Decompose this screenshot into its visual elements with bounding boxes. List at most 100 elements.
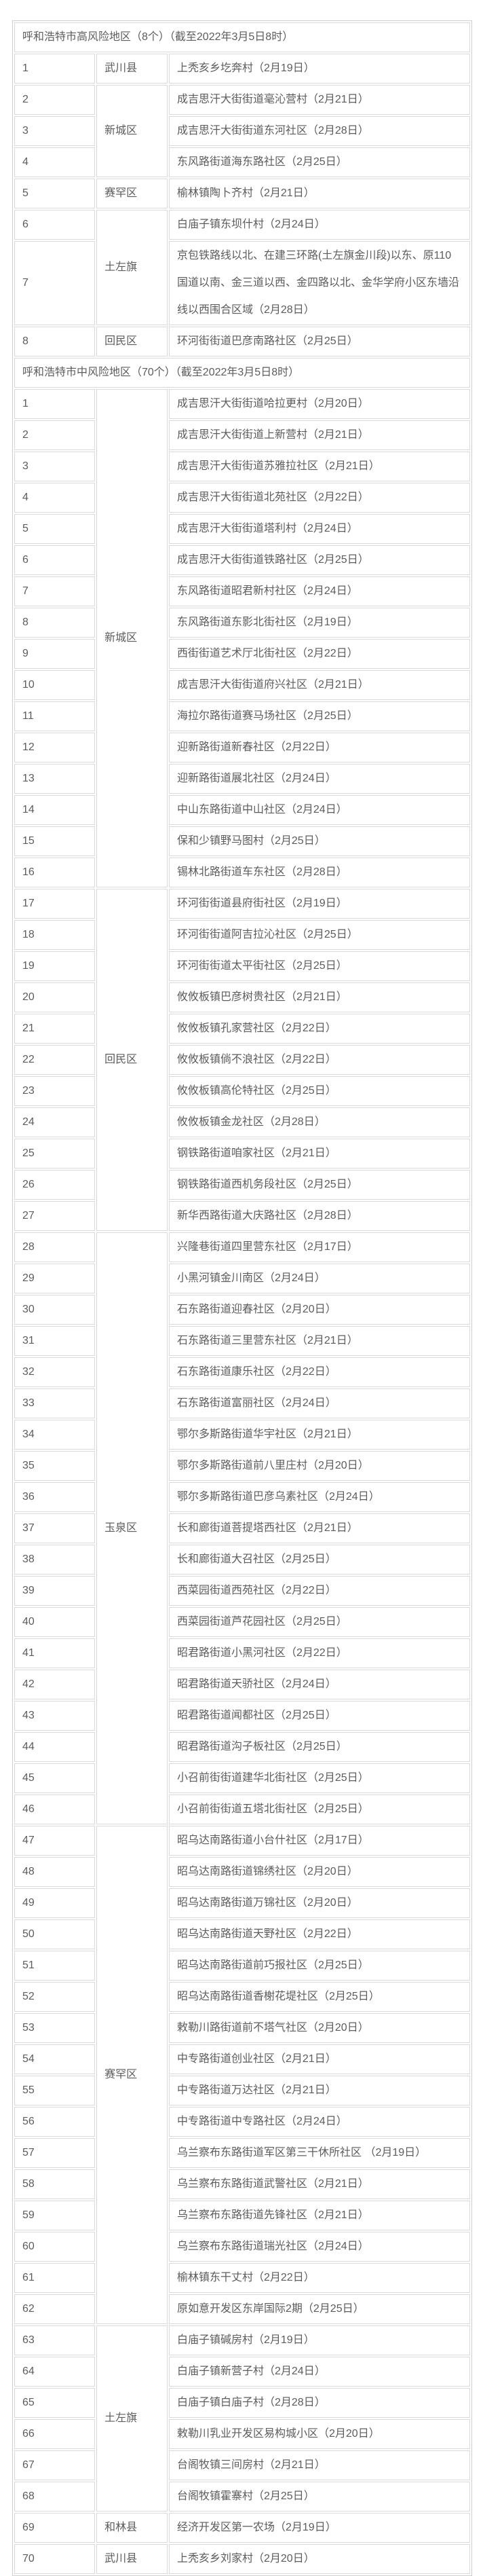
table-row: 8 东风路街道东影北街社区（2月19日） [14,608,470,638]
area-cell: 鄂尔多斯路街道前八里庄村（2月20日） [169,1451,470,1481]
row-number-cell: 38 [14,1545,96,1575]
area-cell: 乌兰察布东路街道先锋社区（2月21日） [169,2201,470,2230]
row-number-cell: 19 [14,951,96,981]
table-row: 53 敕勒川路街道前不塔气社区（2月20日） [14,2013,470,2043]
table-row: 43 昭君路街道闻都社区（2月25日） [14,1701,470,1731]
row-number-cell: 66 [14,2419,96,2449]
table-row: 39 西菜园街道西苑社区（2月22日） [14,1576,470,1606]
row-number-cell: 47 [14,1826,96,1856]
area-cell: 石东路街道三里营东社区（2月21日） [169,1326,470,1356]
row-number-cell: 8 [14,327,96,356]
row-number-cell: 3 [14,452,96,481]
row-number-cell: 6 [14,545,96,575]
area-cell: 昭乌达南路街道前巧报社区（2月25日） [169,1951,470,1981]
area-cell: 长和廊街道菩提塔西社区（2月21日） [169,1513,470,1543]
table-row: 34 鄂尔多斯路街道华宇社区（2月21日） [14,1420,470,1450]
area-cell: 环河街街道巴彦南路社区（2月25日） [169,327,470,356]
row-number-cell: 2 [14,85,96,115]
row-number-cell: 20 [14,982,96,1012]
row-number-cell: 40 [14,1607,96,1637]
area-cell: 榆林镇东干丈村（2月22日） [169,2263,470,2293]
row-number-cell: 45 [14,1763,96,1793]
row-number-cell: 65 [14,2388,96,2418]
area-cell: 昭君路街道小黑河社区（2月22日） [169,1638,470,1668]
table-row: 66 敕勒川乳业开发区易构城小区（2月20日） [14,2419,470,2449]
row-number-cell: 36 [14,1482,96,1512]
district-cell: 武川县 [96,54,168,84]
table-row: 6 土左旗 白庙子镇东坝什村（2月24日） [14,210,470,325]
table-row: 35 鄂尔多斯路街道前八里庄村（2月20日） [14,1451,470,1481]
area-cell: 中山东路街道中山社区（2月24日） [169,795,470,825]
table-row: 33 石东路街道富丽社区（2月24日） [14,1388,470,1418]
table-row: 63 土左旗 白庙子镇碱房村（2月19日） [14,2325,470,2511]
district-cell: 赛罕区 [96,179,168,208]
table-row: 22 攸攸板镇倘不浪社区（2月22日） [14,1045,470,1075]
row-number-cell: 34 [14,1420,96,1450]
area-cell: 乌兰察布东路街道武警社区（2月21日） [169,2169,470,2199]
area-cell: 昭乌达南路街道天野社区（2月22日） [169,1919,470,1949]
table-row: 7 东风路街道昭君新村社区（2月24日） [14,576,470,606]
district-cell: 土左旗 [96,2325,168,2511]
area-cell: 成吉思汗大街街道苏雅拉社区（2月21日） [169,452,470,481]
row-number-cell: 7 [14,576,96,606]
area-cell: 新华西路街道大庆路社区（2月28日） [169,1201,470,1231]
area-cell: 迎新路街道新春社区（2月22日） [169,733,470,762]
area-cell: 环河街街道阿吉拉沁社区（2月25日） [169,920,470,950]
row-number-cell: 3 [14,116,96,146]
table-row: 58 乌兰察布东路街道武警社区（2月21日） [14,2169,470,2199]
area-cell: 昭乌达南路街道锦绣社区（2月20日） [169,1857,470,1887]
row-number-cell: 35 [14,1451,96,1481]
area-cell: 成吉思汗大街街道铁路社区（2月25日） [169,545,470,575]
table-row: 38 长和廊街道大召社区（2月25日） [14,1545,470,1575]
table-row: 60 乌兰察布东路街道瑞光社区（2月24日） [14,2232,470,2262]
row-number-cell: 28 [14,1232,96,1262]
table-row: 40 西菜园街道芦花园社区（2月25日） [14,1607,470,1637]
area-cell: 海拉尔路街道赛马场社区（2月25日） [169,701,470,731]
table-row: 3 成吉思汗大街街道苏雅拉社区（2月21日） [14,452,470,481]
row-number-cell: 5 [14,179,96,208]
table-row: 46 小召前街街道五塔北街社区（2月25日） [14,1795,470,1824]
area-cell: 迎新路街道展北社区（2月24日） [169,764,470,794]
table-row: 32 石东路街道康乐社区（2月22日） [14,1357,470,1387]
row-number-cell: 13 [14,764,96,794]
table-row: 30 石东路街道迎春社区（2月20日） [14,1295,470,1325]
district-cell: 新城区 [96,389,168,887]
row-number-cell: 25 [14,1139,96,1169]
row-number-cell: 52 [14,1982,96,2012]
area-cell: 成吉思汗大街街道毫沁营村（2月21日） [169,85,470,115]
area-cell: 攸攸板镇倘不浪社区（2月22日） [169,1045,470,1075]
table-row: 11 海拉尔路街道赛马场社区（2月25日） [14,701,470,731]
row-number-cell: 1 [14,54,96,84]
row-number-cell: 7 [14,241,96,325]
row-number-cell: 14 [14,795,96,825]
table-row: 52 昭乌达南路街道香榭花堤社区（2月25日） [14,1982,470,2012]
row-number-cell: 46 [14,1795,96,1824]
district-cell: 土左旗 [96,210,168,325]
area-cell: 攸攸板镇巴彦树贵社区（2月21日） [169,982,470,1012]
table-row: 45 小召前街街道建华北街社区（2月25日） [14,1763,470,1793]
table-row: 36 鄂尔多斯路街道巴彦乌素社区（2月24日） [14,1482,470,1512]
area-cell: 成吉思汗大街街道塔利村（2月24日） [169,514,470,544]
row-number-cell: 63 [14,2325,96,2355]
area-cell: 中专路街道中专路社区（2月24日） [169,2107,470,2137]
table-row: 2 新城区 成吉思汗大街街道毫沁营村（2月21日） [14,85,470,177]
row-number-cell: 53 [14,2013,96,2043]
row-number-cell: 60 [14,2232,96,2262]
district-cell: 回民区 [96,889,168,1231]
row-number-cell: 67 [14,2450,96,2480]
table-row: 59 乌兰察布东路街道先锋社区（2月21日） [14,2201,470,2230]
area-cell: 成吉思汗大街街道哈拉更村（2月20日） [169,389,470,419]
table-row: 68 台阁牧镇霍寨村（2月25日） [14,2482,470,2511]
table-row: 2 成吉思汗大街街道上新营村（2月21日） [14,420,470,450]
row-number-cell: 33 [14,1388,96,1418]
row-number-cell: 49 [14,1888,96,1918]
area-cell: 昭乌达南路街道万锦社区（2月20日） [169,1888,470,1918]
area-cell: 白庙子镇新营子村（2月24日） [169,2357,470,2387]
risk-table-body: 呼和浩特市高风险地区（8个）（截至2022年3月5日8时） 1 武川县 上秃亥乡圪奔村… [14,22,470,2574]
area-cell: 经济开发区第一农场（2月19日） [169,2513,470,2543]
row-number-cell: 58 [14,2169,96,2199]
area-cell: 石东路街道富丽社区（2月24日） [169,1388,470,1418]
area-cell: 小召前街街道五塔北街社区（2月25日） [169,1795,470,1824]
row-number-cell: 12 [14,733,96,762]
